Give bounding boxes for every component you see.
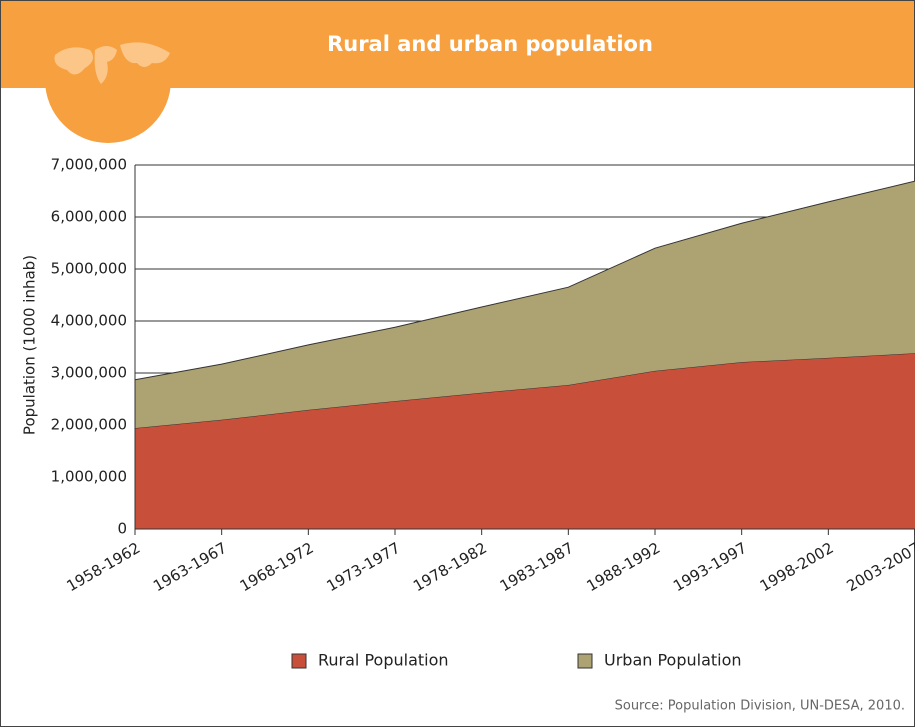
area: [135, 353, 915, 529]
y-tick-label: 6,000,000: [51, 208, 127, 226]
y-tick-label: 2,000,000: [51, 416, 127, 434]
y-tick-label: 0: [117, 520, 127, 538]
legend-label: Rural Population: [318, 651, 449, 670]
y-tick-label: 4,000,000: [51, 312, 127, 330]
area: [135, 181, 915, 429]
y-axis-label: Population (1000 inhab): [21, 255, 39, 435]
legend-label: Urban Population: [604, 651, 742, 670]
y-tick-label: 1,000,000: [51, 468, 127, 486]
legend-swatch: [291, 653, 307, 669]
y-tick-label: 3,000,000: [51, 364, 127, 382]
legend-item: Rural Population: [291, 651, 449, 670]
chart-title: Rural and urban population: [327, 32, 653, 56]
source-note: Source: Population Division, UN-DESA, 20…: [615, 699, 905, 714]
area-edge: [134, 180, 915, 381]
globe-icon: [45, 17, 171, 143]
legend-swatch: [577, 653, 593, 669]
y-tick-label: 7,000,000: [51, 156, 127, 174]
y-tick-label: 5,000,000: [51, 260, 127, 278]
legend-item: Urban Population: [577, 651, 742, 670]
